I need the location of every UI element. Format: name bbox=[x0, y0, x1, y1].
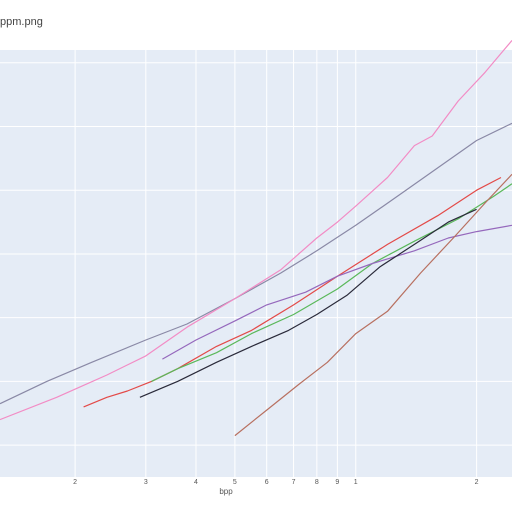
plot-area bbox=[0, 50, 512, 477]
x-tick-label: 2 bbox=[475, 479, 479, 486]
chart-title: ppm.png bbox=[0, 16, 43, 28]
x-tick-label: 8 bbox=[315, 479, 319, 486]
series-line-6 bbox=[139, 208, 477, 398]
series-line-2 bbox=[0, 40, 512, 421]
series-lines bbox=[0, 40, 512, 437]
x-tick-label: 1 bbox=[354, 479, 358, 486]
series-line-1 bbox=[0, 122, 512, 405]
x-tick-label: 4 bbox=[194, 479, 198, 486]
series-line-5 bbox=[162, 224, 512, 360]
series-line-7 bbox=[234, 173, 512, 437]
x-tick-label: 6 bbox=[265, 479, 269, 486]
x-tick-label: 2 bbox=[73, 479, 77, 486]
x-tick-label: 3 bbox=[144, 479, 148, 486]
series-line-4 bbox=[151, 183, 512, 382]
x-tick-labels: 2 3 4 5 6 7 8 9 1 2 bbox=[73, 479, 478, 486]
x-tick-label: 5 bbox=[233, 479, 237, 486]
series-line-3 bbox=[83, 176, 502, 408]
grid bbox=[0, 50, 512, 477]
x-tick-label: 7 bbox=[292, 479, 296, 486]
x-tick-label: 9 bbox=[335, 479, 339, 486]
x-axis-title: bpp bbox=[219, 487, 233, 496]
